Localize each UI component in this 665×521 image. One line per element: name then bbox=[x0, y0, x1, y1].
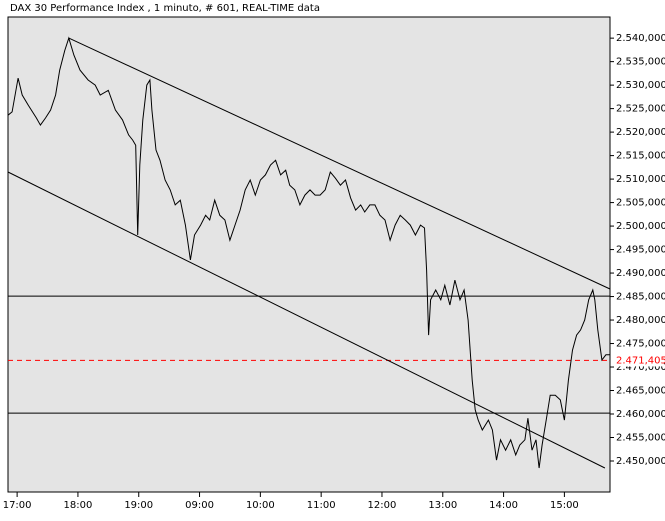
y-tick-label: 2.505,000 bbox=[616, 198, 665, 209]
price-line bbox=[7, 36, 610, 469]
y-tick-label: 2.515,000 bbox=[616, 151, 665, 162]
y-tick-label: 2.525,000 bbox=[616, 104, 665, 115]
plot-area bbox=[7, 16, 611, 493]
y-tick-label: 2.485,000 bbox=[616, 292, 665, 303]
x-tick-label: 17:00 bbox=[3, 500, 32, 511]
y-tick-label: 2.465,000 bbox=[616, 386, 665, 397]
x-tick-label: 13:00 bbox=[428, 500, 457, 511]
x-tick-label: 19:00 bbox=[124, 500, 153, 511]
y-tick-label: 2.475,000 bbox=[616, 339, 665, 350]
x-tick-label: 09:00 bbox=[185, 500, 214, 511]
x-tick-label: 18:00 bbox=[64, 500, 93, 511]
y-tick-label: 2.480,000 bbox=[616, 315, 665, 326]
y-tick-label: 2.510,000 bbox=[616, 174, 665, 185]
y-tick-label: 2.450,000 bbox=[616, 456, 665, 467]
x-tick-label: 12:00 bbox=[368, 500, 397, 511]
y-tick-label: 2.490,000 bbox=[616, 268, 665, 279]
y-tick-label: 2.520,000 bbox=[616, 127, 665, 138]
y-tick-label: 2.535,000 bbox=[616, 57, 665, 68]
y-tick-label: 2.455,000 bbox=[616, 432, 665, 443]
x-tick-label: 11:00 bbox=[307, 500, 336, 511]
y-tick-label: 2.460,000 bbox=[616, 409, 665, 420]
trend-line bbox=[7, 171, 606, 469]
price-label-box bbox=[612, 354, 664, 367]
y-tick-label: 2.530,000 bbox=[616, 80, 665, 91]
chart-title: DAX 30 Performance Index , 1 minuto, # 6… bbox=[10, 3, 320, 14]
price-label: 2.471,405 bbox=[616, 355, 665, 366]
y-tick-label: 2.500,000 bbox=[616, 221, 665, 232]
y-tick-label: 2.470,000 bbox=[616, 362, 665, 373]
x-tick-label: 10:00 bbox=[246, 500, 275, 511]
x-tick-label: 14:00 bbox=[489, 500, 518, 511]
y-tick-label: 2.495,000 bbox=[616, 245, 665, 256]
y-tick-label: 2.540,000 bbox=[616, 33, 665, 44]
trend-line bbox=[68, 37, 611, 290]
x-tick-label: 15:00 bbox=[550, 500, 579, 511]
